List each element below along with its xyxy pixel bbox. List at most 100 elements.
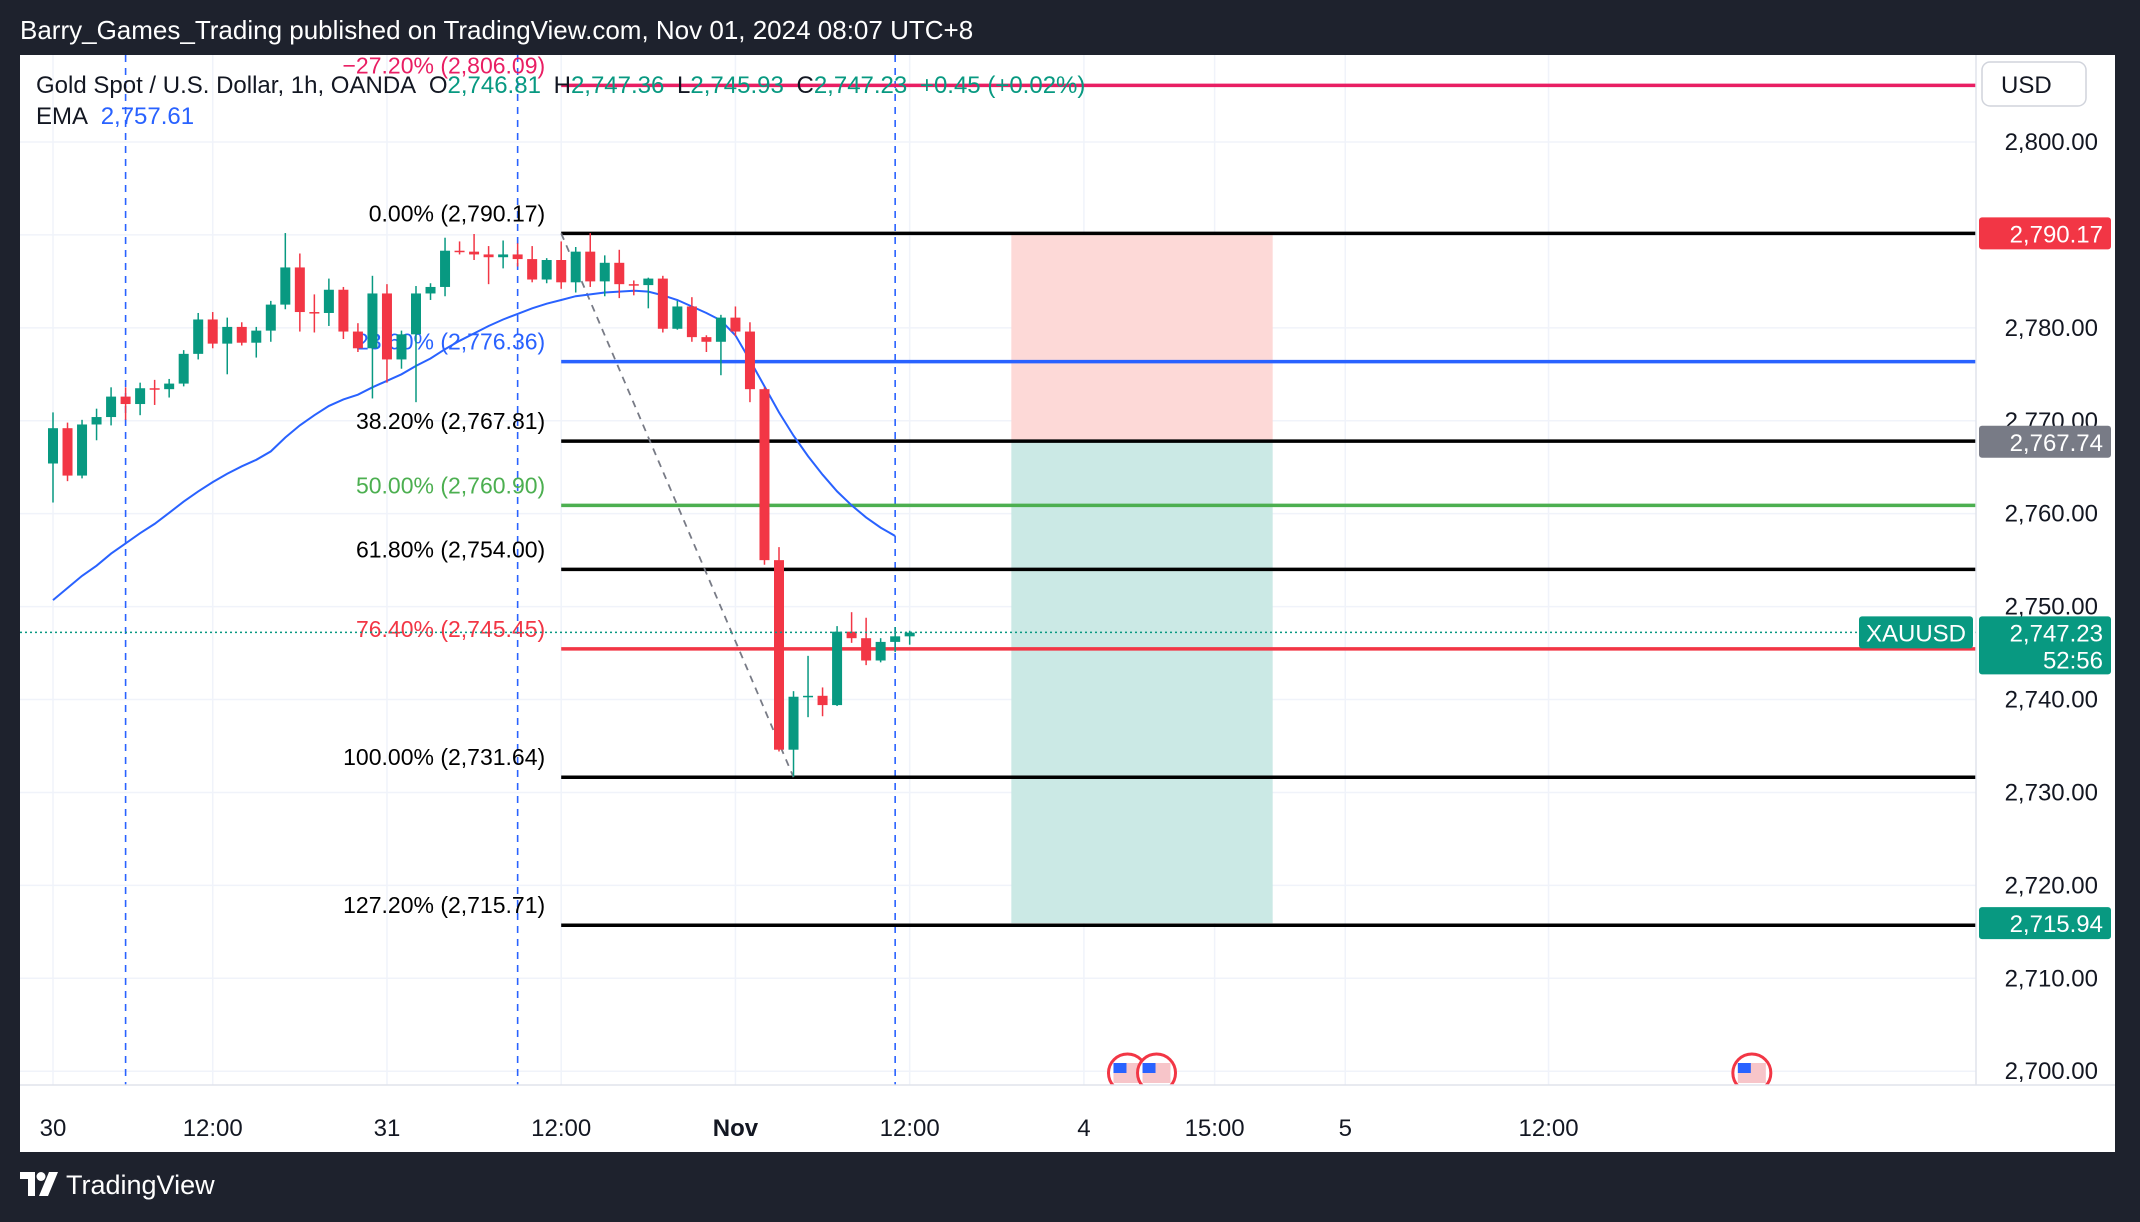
legend-high-label: H <box>553 72 571 99</box>
candle-body[interactable] <box>585 251 596 282</box>
candle-body[interactable] <box>294 267 305 313</box>
candle-body[interactable] <box>672 306 683 329</box>
candle-body[interactable] <box>280 267 291 305</box>
price-badge[interactable] <box>1979 217 2111 250</box>
take-profit-zone[interactable] <box>1011 441 1273 924</box>
candle-body[interactable] <box>817 695 828 706</box>
time-axis-tick-label: 5 <box>1339 1115 1352 1142</box>
candle-body[interactable] <box>904 632 915 637</box>
candle-body[interactable] <box>367 293 378 349</box>
candle-body[interactable] <box>643 278 654 286</box>
publisher-text: Barry_Games_Trading published on Trading… <box>20 15 974 45</box>
candle-body[interactable] <box>527 259 538 280</box>
legend-ohlc: Gold Spot / U.S. Dollar, 1h, OANDA O2,74… <box>36 72 1091 100</box>
candle-body[interactable] <box>352 331 363 349</box>
candle-body[interactable] <box>614 262 625 285</box>
candle-body[interactable] <box>135 388 146 405</box>
candle-body[interactable] <box>149 388 160 390</box>
candle-body[interactable] <box>396 334 407 360</box>
legend-ema[interactable]: EMA 2,757.61 <box>36 103 200 131</box>
candle-body[interactable] <box>803 695 814 698</box>
candle-body[interactable] <box>541 260 552 280</box>
last-price-label: 2,747.23 <box>2010 620 2103 647</box>
candle-body[interactable] <box>338 289 349 332</box>
candle-body[interactable] <box>875 641 886 661</box>
legend-low-label: L <box>677 72 691 99</box>
time-axis-tick-label: 15:00 <box>1185 1115 1245 1142</box>
legend-close-value: 2,747.23 <box>813 72 908 99</box>
candle-body[interactable] <box>686 306 697 338</box>
candle-body[interactable] <box>309 312 320 314</box>
candle-body[interactable] <box>411 293 421 335</box>
candle-body[interactable] <box>323 289 334 313</box>
candle-body[interactable] <box>193 319 204 354</box>
candle-body[interactable] <box>570 251 581 283</box>
price-badge[interactable] <box>1979 425 2111 458</box>
candle-body[interactable] <box>832 631 843 706</box>
candle-body[interactable] <box>207 319 218 344</box>
candle-body[interactable] <box>483 254 494 258</box>
candle-body[interactable] <box>774 560 784 750</box>
candle-body[interactable] <box>178 353 189 384</box>
price-badge[interactable] <box>1979 907 2111 940</box>
candle-body[interactable] <box>556 260 567 283</box>
candle-body[interactable] <box>222 326 233 344</box>
candle-body[interactable] <box>91 417 102 425</box>
time-axis-tick-label: 31 <box>374 1115 401 1142</box>
chart-area[interactable]: −27.20% (2,806.09) 0.00% (2,790.17) 23.60%… <box>20 55 2115 1152</box>
candle-body[interactable] <box>469 251 480 255</box>
candle-body[interactable] <box>512 254 523 260</box>
candle-body[interactable] <box>744 331 755 390</box>
candle-body[interactable] <box>628 284 639 286</box>
price-chart[interactable]: −27.20% (2,806.09)0.00% (2,790.17)23.60%… <box>20 55 2115 1152</box>
us-flag-event-icon <box>1737 1063 1751 1073</box>
candle-body[interactable] <box>599 262 610 282</box>
time-axis-tick-label: 12:00 <box>880 1115 940 1142</box>
candle-body[interactable] <box>120 396 131 405</box>
candle-body[interactable] <box>498 254 509 258</box>
candle-body[interactable] <box>381 293 392 360</box>
currency-label: USD <box>2001 72 2052 99</box>
fib-level-label: 61.80% (2,754.00) <box>356 536 545 562</box>
candle-body[interactable] <box>657 278 668 329</box>
price-axis-tick-label: 2,760.00 <box>2005 501 2098 528</box>
candle-body[interactable] <box>62 428 73 476</box>
candle-body[interactable] <box>77 424 88 476</box>
legend-open-label: O <box>428 72 448 99</box>
legend-close-label: C <box>796 72 814 99</box>
time-axis[interactable] <box>20 1085 2115 1152</box>
candle-body[interactable] <box>759 389 770 561</box>
candle-body[interactable] <box>106 396 117 418</box>
candle-body[interactable] <box>236 326 247 343</box>
price-axis-tick-label: 2,710.00 <box>2005 965 2098 992</box>
price-badge-label: 2,790.17 <box>2010 221 2103 248</box>
legend-open-value: 2,746.81 <box>447 72 541 99</box>
candle-body[interactable] <box>730 317 741 332</box>
candle-body[interactable] <box>425 286 436 294</box>
symbol-badge[interactable] <box>1859 616 1973 649</box>
last-price-badge[interactable] <box>1979 616 2111 675</box>
candle-body[interactable] <box>701 337 712 342</box>
candle-body[interactable] <box>890 636 901 642</box>
time-axis-tick-label: 12:00 <box>531 1115 591 1142</box>
candle-body[interactable] <box>715 317 726 342</box>
stop-loss-zone[interactable] <box>1011 233 1273 442</box>
candle-body[interactable] <box>788 696 799 750</box>
candle-body[interactable] <box>454 250 465 253</box>
candle-body[interactable] <box>164 383 175 390</box>
candle-body[interactable] <box>846 631 857 639</box>
candle-body[interactable] <box>440 250 451 287</box>
candle-body[interactable] <box>265 304 276 331</box>
price-axis-tick-label: 2,740.00 <box>2005 687 2098 714</box>
legend-symbol: Gold Spot / U.S. Dollar, 1h, OANDA <box>36 72 417 99</box>
publisher-header: Barry_Games_Trading published on Trading… <box>0 0 2140 55</box>
candle-body[interactable] <box>48 428 58 464</box>
time-axis-tick-label: 30 <box>40 1115 67 1142</box>
price-axis-tick-label: 2,700.00 <box>2005 1058 2098 1085</box>
legend-ema-value: 2,757.61 <box>100 103 195 130</box>
candle-body[interactable] <box>861 638 872 661</box>
bar-countdown-label: 52:56 <box>2043 647 2103 674</box>
candle-body[interactable] <box>251 330 262 343</box>
currency-button[interactable] <box>1981 61 2087 107</box>
price-axis-tick-label: 2,780.00 <box>2005 315 2098 342</box>
